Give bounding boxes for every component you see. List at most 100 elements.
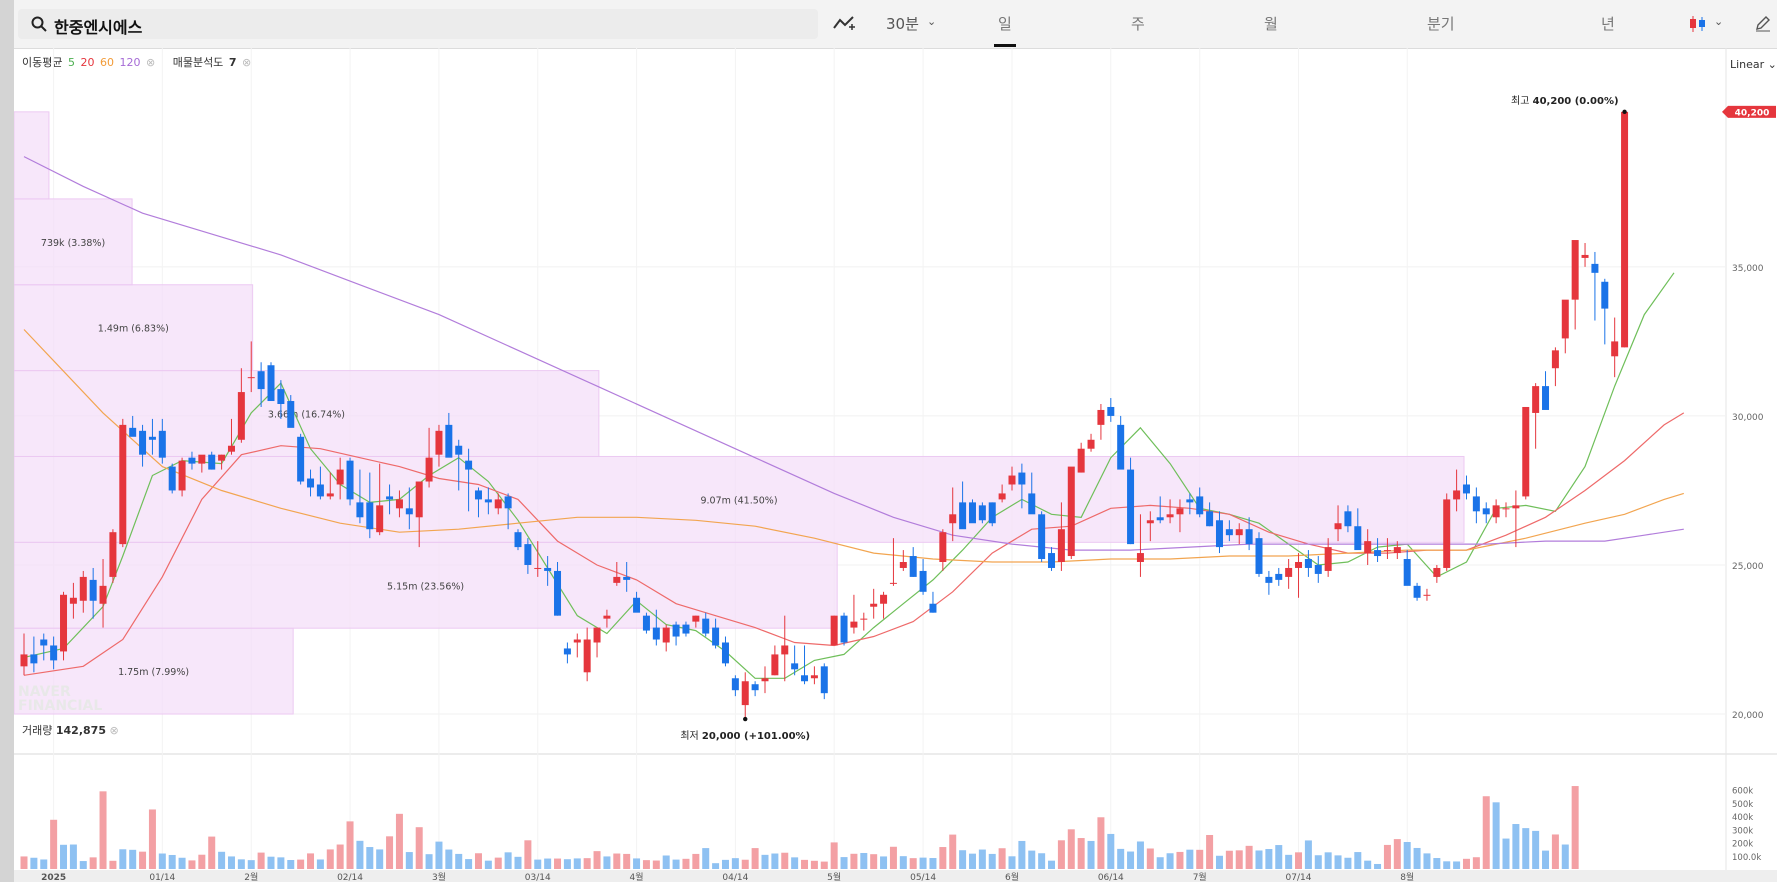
- pencil-icon[interactable]: [1754, 14, 1772, 32]
- candle-body: [237, 392, 245, 440]
- volume-bar: [405, 852, 413, 869]
- volume-bar: [1048, 860, 1056, 869]
- volume-bar: [69, 844, 77, 869]
- volume-bar: [573, 858, 581, 869]
- volume-bar: [1225, 850, 1233, 869]
- candle-body: [20, 654, 28, 667]
- volume-bar: [1304, 840, 1312, 869]
- close-icon[interactable]: ⊗: [109, 724, 119, 737]
- candle-body: [633, 597, 641, 613]
- volume-bar: [198, 854, 206, 869]
- volume-bar: [1413, 847, 1421, 869]
- current-price-tag: [1728, 105, 1776, 118]
- candle-body: [1235, 529, 1243, 536]
- volume-bar: [988, 853, 996, 869]
- volume-bar: [692, 853, 700, 869]
- x-tick-label: 2025: [41, 873, 66, 882]
- volume-bar: [1097, 817, 1105, 869]
- candle-body: [316, 484, 324, 497]
- price-chart[interactable]: 20,000 25,000 30,000 35,000 1.75m (7.99%) 5.1…: [14, 48, 1777, 882]
- candle-body: [959, 502, 967, 530]
- candle-body: [642, 615, 650, 631]
- volume-bar: [1344, 857, 1352, 869]
- vp-value: 7: [228, 56, 237, 69]
- volume-bar: [642, 860, 650, 869]
- volume-bar: [247, 860, 255, 869]
- volume-bar: [633, 858, 641, 869]
- candle-body: [919, 570, 927, 592]
- ma120-period: 120: [119, 56, 141, 69]
- candle-body: [1472, 496, 1480, 512]
- candle-body: [395, 499, 403, 509]
- volume-bar: [593, 851, 601, 869]
- candle-body: [1561, 299, 1569, 339]
- interval-dropdown[interactable]: 30분: [886, 15, 919, 33]
- high-marker: [1622, 109, 1627, 115]
- tab-week[interactable]: 주: [1131, 15, 1145, 33]
- volume-profile-bar: [14, 111, 50, 200]
- candle-body: [1206, 511, 1214, 527]
- candle-body: [1542, 386, 1550, 410]
- watermark-line: FINANCIAL: [18, 698, 102, 714]
- tab-quarter[interactable]: 분기: [1427, 15, 1455, 33]
- candle-body: [692, 615, 700, 622]
- candle-body: [573, 639, 581, 643]
- tab-day[interactable]: 일: [998, 15, 1012, 33]
- volume-bar: [949, 834, 957, 869]
- candle-body: [178, 460, 186, 491]
- volume-bar: [1542, 850, 1550, 869]
- x-axis-strip: [14, 870, 1777, 882]
- candle-body: [79, 576, 87, 601]
- price-tick-label: 25,000: [1732, 562, 1764, 572]
- ma-label: 이동평균: [22, 56, 63, 69]
- volume-bar: [1403, 842, 1411, 869]
- close-icon[interactable]: ⊗: [145, 56, 156, 69]
- candle-body: [494, 499, 502, 509]
- low-marker: [743, 716, 748, 722]
- search-box[interactable]: 한중엔시에스: [18, 9, 818, 39]
- candle-body: [1334, 523, 1342, 530]
- candle-body: [781, 645, 789, 655]
- candle-body: [257, 371, 265, 390]
- volume-bar: [1186, 849, 1194, 869]
- candle-body: [356, 502, 364, 518]
- candle-body: [702, 618, 710, 634]
- chevron-down-icon[interactable]: ⌄: [1714, 15, 1724, 28]
- volume-bar: [613, 853, 621, 869]
- scale-dropdown[interactable]: Linear ⌄: [1730, 58, 1777, 71]
- volume-bar: [316, 859, 324, 869]
- candle-body: [968, 502, 976, 524]
- candle-body: [1502, 508, 1510, 510]
- close-icon[interactable]: ⊗: [241, 56, 252, 69]
- volume-bar: [30, 857, 38, 869]
- tab-year[interactable]: 년: [1601, 15, 1615, 33]
- volume-bar: [1156, 857, 1164, 869]
- volume-bar: [791, 857, 799, 869]
- scale-label[interactable]: Linear: [1730, 58, 1765, 71]
- candle-body: [435, 430, 443, 455]
- candle-type-icon[interactable]: [1688, 14, 1710, 34]
- candle-body: [1571, 240, 1579, 300]
- tab-month[interactable]: 월: [1264, 15, 1278, 33]
- volume-bar: [820, 861, 828, 869]
- search-input[interactable]: 한중엔시에스: [54, 18, 143, 37]
- chevron-down-icon[interactable]: ⌄: [927, 15, 937, 28]
- candle-body: [1186, 499, 1194, 503]
- draw-line-icon[interactable]: [832, 14, 856, 32]
- candle-body: [1413, 585, 1421, 598]
- candle-body: [474, 490, 482, 500]
- candle-body: [1048, 553, 1056, 568]
- volume-bar: [1196, 849, 1204, 869]
- candle-body: [583, 639, 591, 673]
- candle-body: [1344, 511, 1352, 527]
- volume-bar: [1285, 854, 1293, 869]
- candle-body: [1107, 406, 1115, 416]
- volume-bar: [959, 850, 967, 869]
- candle-body: [593, 627, 601, 643]
- volume-bar: [356, 840, 364, 869]
- volume-tick-label: 500k: [1732, 800, 1753, 810]
- x-tick-label: 06/14: [1098, 873, 1124, 882]
- candle-body: [1591, 263, 1599, 273]
- candle-body: [662, 627, 670, 643]
- volume-bar: [79, 861, 87, 869]
